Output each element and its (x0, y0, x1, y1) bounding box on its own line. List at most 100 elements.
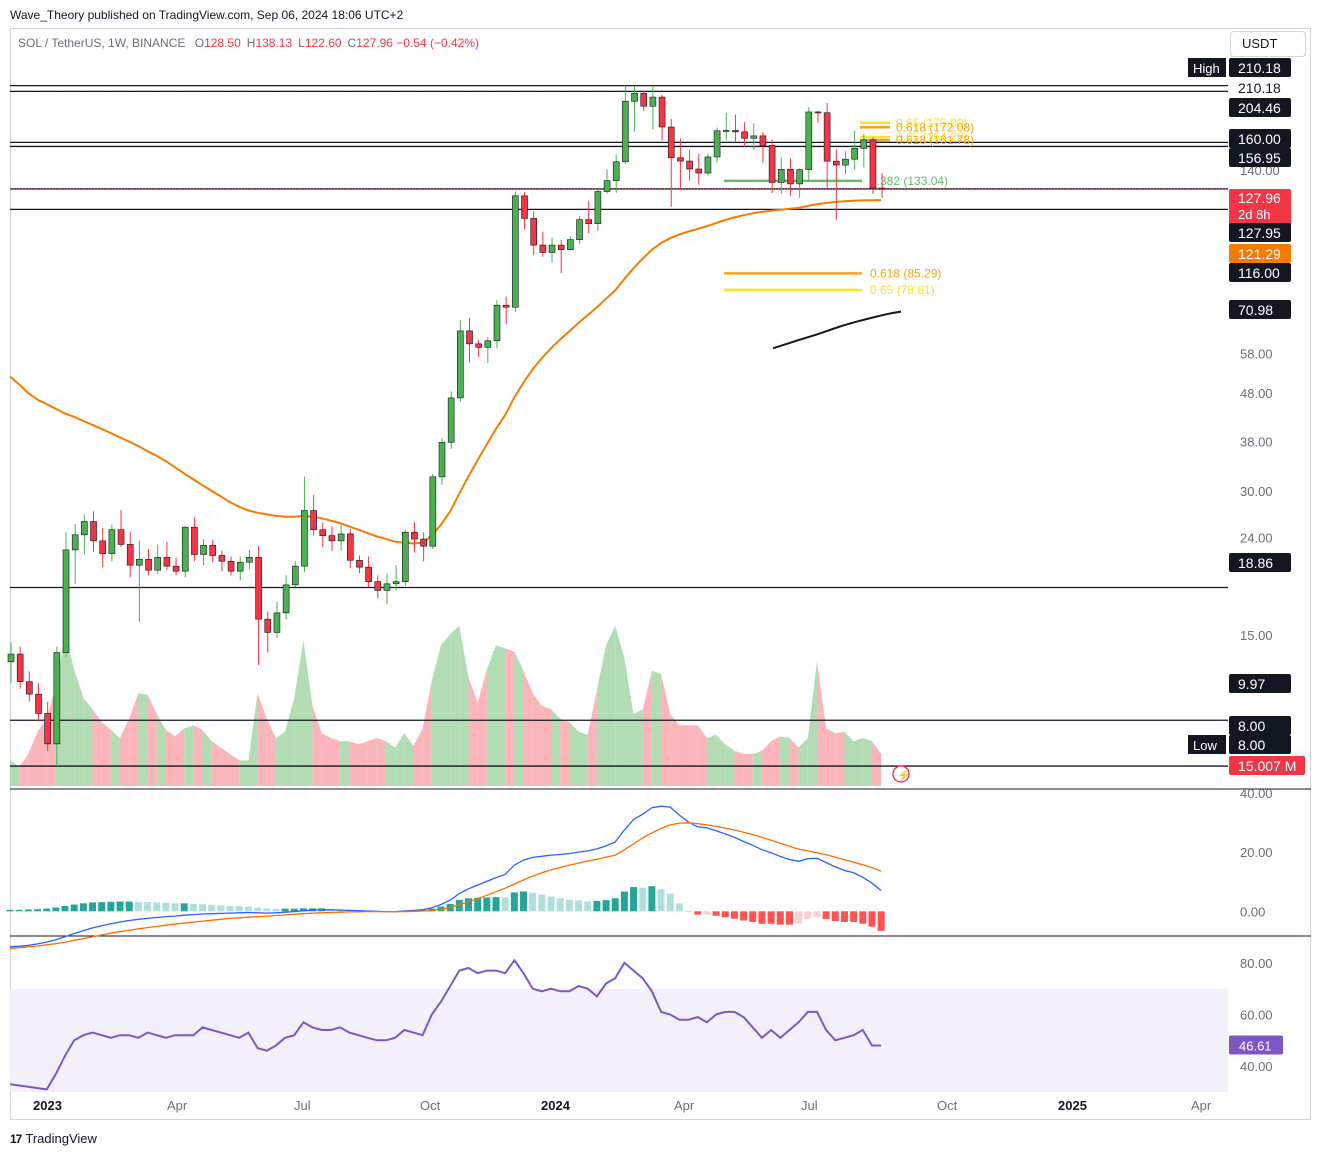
volume-segment (385, 741, 396, 786)
ma-layer (9, 199, 902, 545)
volume-segment (798, 738, 808, 786)
macd-histogram-bar (602, 900, 610, 912)
volume-segment (257, 693, 267, 786)
macd-y-tick: 40.00 (1240, 786, 1273, 801)
volume-segment (587, 690, 597, 786)
macd-histogram-bar (593, 900, 601, 912)
volume-segment (349, 741, 359, 786)
currency-selector-button[interactable]: USDT (1230, 31, 1306, 57)
volume-segment (761, 741, 772, 786)
candle-body (90, 521, 97, 542)
volume-segment (853, 738, 863, 786)
candle-body (695, 168, 703, 174)
macd-histogram-bar (666, 893, 674, 912)
volume-segment (716, 734, 726, 786)
candle-body (860, 139, 868, 149)
volume-segment (110, 730, 121, 786)
candle-body (502, 304, 510, 308)
candle-body (291, 565, 299, 586)
candle-body (823, 112, 831, 162)
macd-histogram-bar (235, 906, 243, 912)
candle-body (585, 219, 593, 224)
volume-layer (10, 626, 882, 786)
price-label-value: 210.18 (1238, 60, 1281, 76)
symbol-title[interactable]: SOL / TetherUS, 1W, BINANCE (18, 36, 186, 50)
candle-body (530, 218, 537, 246)
price-label-tag-box (1188, 735, 1226, 754)
symbol-legend[interactable]: SOL / TetherUS, 1W, BINANCE O128.50 H138.… (18, 36, 479, 50)
macd-histogram-bar (171, 903, 179, 912)
footer-brand[interactable]: 17 TradingView (10, 1131, 97, 1146)
price-label-value: 127.95 (1238, 225, 1281, 241)
volume-segment (642, 670, 652, 786)
fib-layer: 0.65 (175.80)0.618 (172.08)0.65 (164.22)… (724, 116, 974, 297)
macd-histogram-bar (290, 908, 298, 912)
macd-histogram-bar (15, 909, 23, 912)
ohlc-value-o: 128.50 (204, 36, 241, 50)
volume-segment (496, 645, 506, 786)
lightning-icon-glyph: ⚡ (897, 769, 911, 782)
volume-segment (743, 754, 753, 786)
volume-segment (688, 725, 698, 786)
fib-level-label: 0.618 (85.29) (870, 266, 941, 280)
macd-histogram-bar (785, 911, 793, 925)
volume-segment (541, 706, 552, 786)
candle-body (814, 111, 822, 114)
volume-segment (578, 731, 588, 786)
macd-histogram-bar (565, 899, 573, 912)
volume-segment (211, 741, 221, 786)
volume-segment (10, 760, 20, 786)
ohlc-label-o: O (194, 36, 205, 50)
candle-body (301, 510, 308, 567)
candle-body (594, 191, 602, 224)
macd-histogram-bar (758, 911, 766, 924)
candle-body (548, 244, 556, 253)
price-label-box (1229, 129, 1291, 148)
candle-body (484, 340, 492, 348)
candle-body (851, 148, 858, 160)
ohlc-label-h: H (246, 36, 256, 50)
macd-histogram-bar (281, 908, 289, 912)
price-label-tag-box (1188, 58, 1226, 77)
candle-body (411, 531, 418, 540)
candle-body (273, 612, 281, 633)
macd-histogram-bar (153, 902, 161, 912)
candle-body (521, 195, 528, 219)
candle-body (603, 180, 611, 192)
volume-segment (569, 722, 579, 786)
candle-body (832, 160, 840, 166)
macd-histogram-bar (263, 908, 271, 912)
macd-histogram-bar (840, 911, 848, 922)
volume-segment (138, 693, 148, 786)
candle-body (438, 441, 446, 478)
macd-histogram-bar (538, 894, 546, 912)
macd-histogram-bar (501, 897, 509, 912)
price-axis-tick: 15.00 (1240, 628, 1273, 643)
candle-body (71, 534, 79, 551)
macd-histogram-bar (630, 887, 638, 912)
volume-segment (202, 730, 212, 786)
macd-histogram-bar (529, 892, 537, 912)
volume-segment (312, 706, 322, 786)
candle-body (136, 558, 143, 566)
candle-body (356, 559, 363, 568)
macd-y-tick: 0.00 (1240, 904, 1265, 919)
levels-layer (10, 84, 1228, 767)
candle-body (26, 681, 33, 695)
fib-level-label: 0.618 (172.08) (896, 120, 974, 134)
price-axis-tick: 30.00 (1240, 484, 1273, 499)
candle-body (246, 557, 253, 563)
candle-body (420, 538, 427, 547)
macd-histogram-bar (575, 900, 583, 912)
candle-body (53, 652, 61, 745)
volume-segment (74, 669, 84, 786)
candle-body (759, 135, 767, 146)
volume-segment (706, 734, 717, 786)
footer-brand-label: TradingView (25, 1131, 97, 1146)
volume-segment (862, 738, 872, 786)
candle-body (126, 544, 134, 566)
macd-histogram-bar (694, 911, 702, 915)
volume-segment (816, 661, 827, 786)
volume-segment (780, 736, 790, 786)
